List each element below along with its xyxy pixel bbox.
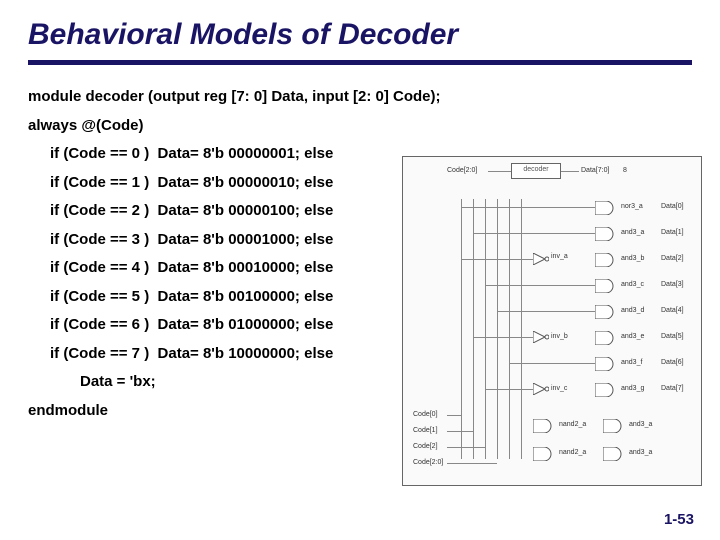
inverter-label: inv_b <box>551 333 568 340</box>
output-label: Data[4] <box>661 307 684 314</box>
gate-label: and3_a <box>629 421 652 428</box>
input-label: Code[1] <box>413 427 438 434</box>
always-block: always @(Code) <box>28 112 692 141</box>
circuit-diagram: decoder Code[2:0] Data[7:0] 8 nor3_a Dat… <box>402 156 702 486</box>
input-label: Code[2] <box>413 443 438 450</box>
module-declaration: module decoder (output reg [7: 0] Data, … <box>28 83 692 112</box>
inverter-label: inv_a <box>551 253 568 260</box>
gate-icon <box>595 201 617 215</box>
output-label: Data[5] <box>661 333 684 340</box>
gate-icon <box>595 357 617 371</box>
gate-label: nand2_a <box>559 449 586 456</box>
inverter-icon <box>533 383 549 395</box>
gate-label: and3_a <box>629 449 652 456</box>
output-label: Data[7] <box>661 385 684 392</box>
decoder-block: decoder <box>511 163 561 179</box>
bus-label-right: Data[7:0] <box>581 167 609 174</box>
inverter-label: inv_c <box>551 385 567 392</box>
input-label: Code[0] <box>413 411 438 418</box>
gate-icon <box>533 419 555 433</box>
gate-label: and3_a <box>621 229 644 236</box>
output-label: Data[0] <box>661 203 684 210</box>
input-label: Code[2:0] <box>413 459 443 466</box>
page-number: 1-53 <box>664 511 694 528</box>
gate-icon <box>595 305 617 319</box>
bus-width: 8 <box>623 167 627 174</box>
gate-label: and3_f <box>621 359 642 366</box>
gate-label: nand2_a <box>559 421 586 428</box>
gate-label: and3_b <box>621 255 644 262</box>
gate-icon <box>595 227 617 241</box>
gate-icon <box>603 447 625 461</box>
gate-label: and3_g <box>621 385 644 392</box>
gate-label: and3_e <box>621 333 644 340</box>
inverter-icon <box>533 331 549 343</box>
title-rule <box>28 60 692 65</box>
gate-label: and3_c <box>621 281 644 288</box>
gate-icon <box>595 331 617 345</box>
gate-icon <box>595 383 617 397</box>
gate-icon <box>595 253 617 267</box>
slide-title: Behavioral Models of Decoder <box>28 18 692 52</box>
output-label: Data[1] <box>661 229 684 236</box>
output-label: Data[6] <box>661 359 684 366</box>
gate-icon <box>595 279 617 293</box>
gate-label: and3_d <box>621 307 644 314</box>
output-label: Data[3] <box>661 281 684 288</box>
gate-label: nor3_a <box>621 203 643 210</box>
inverter-icon <box>533 253 549 265</box>
gate-icon <box>603 419 625 433</box>
bus-label-left: Code[2:0] <box>447 167 477 174</box>
gate-icon <box>533 447 555 461</box>
output-label: Data[2] <box>661 255 684 262</box>
